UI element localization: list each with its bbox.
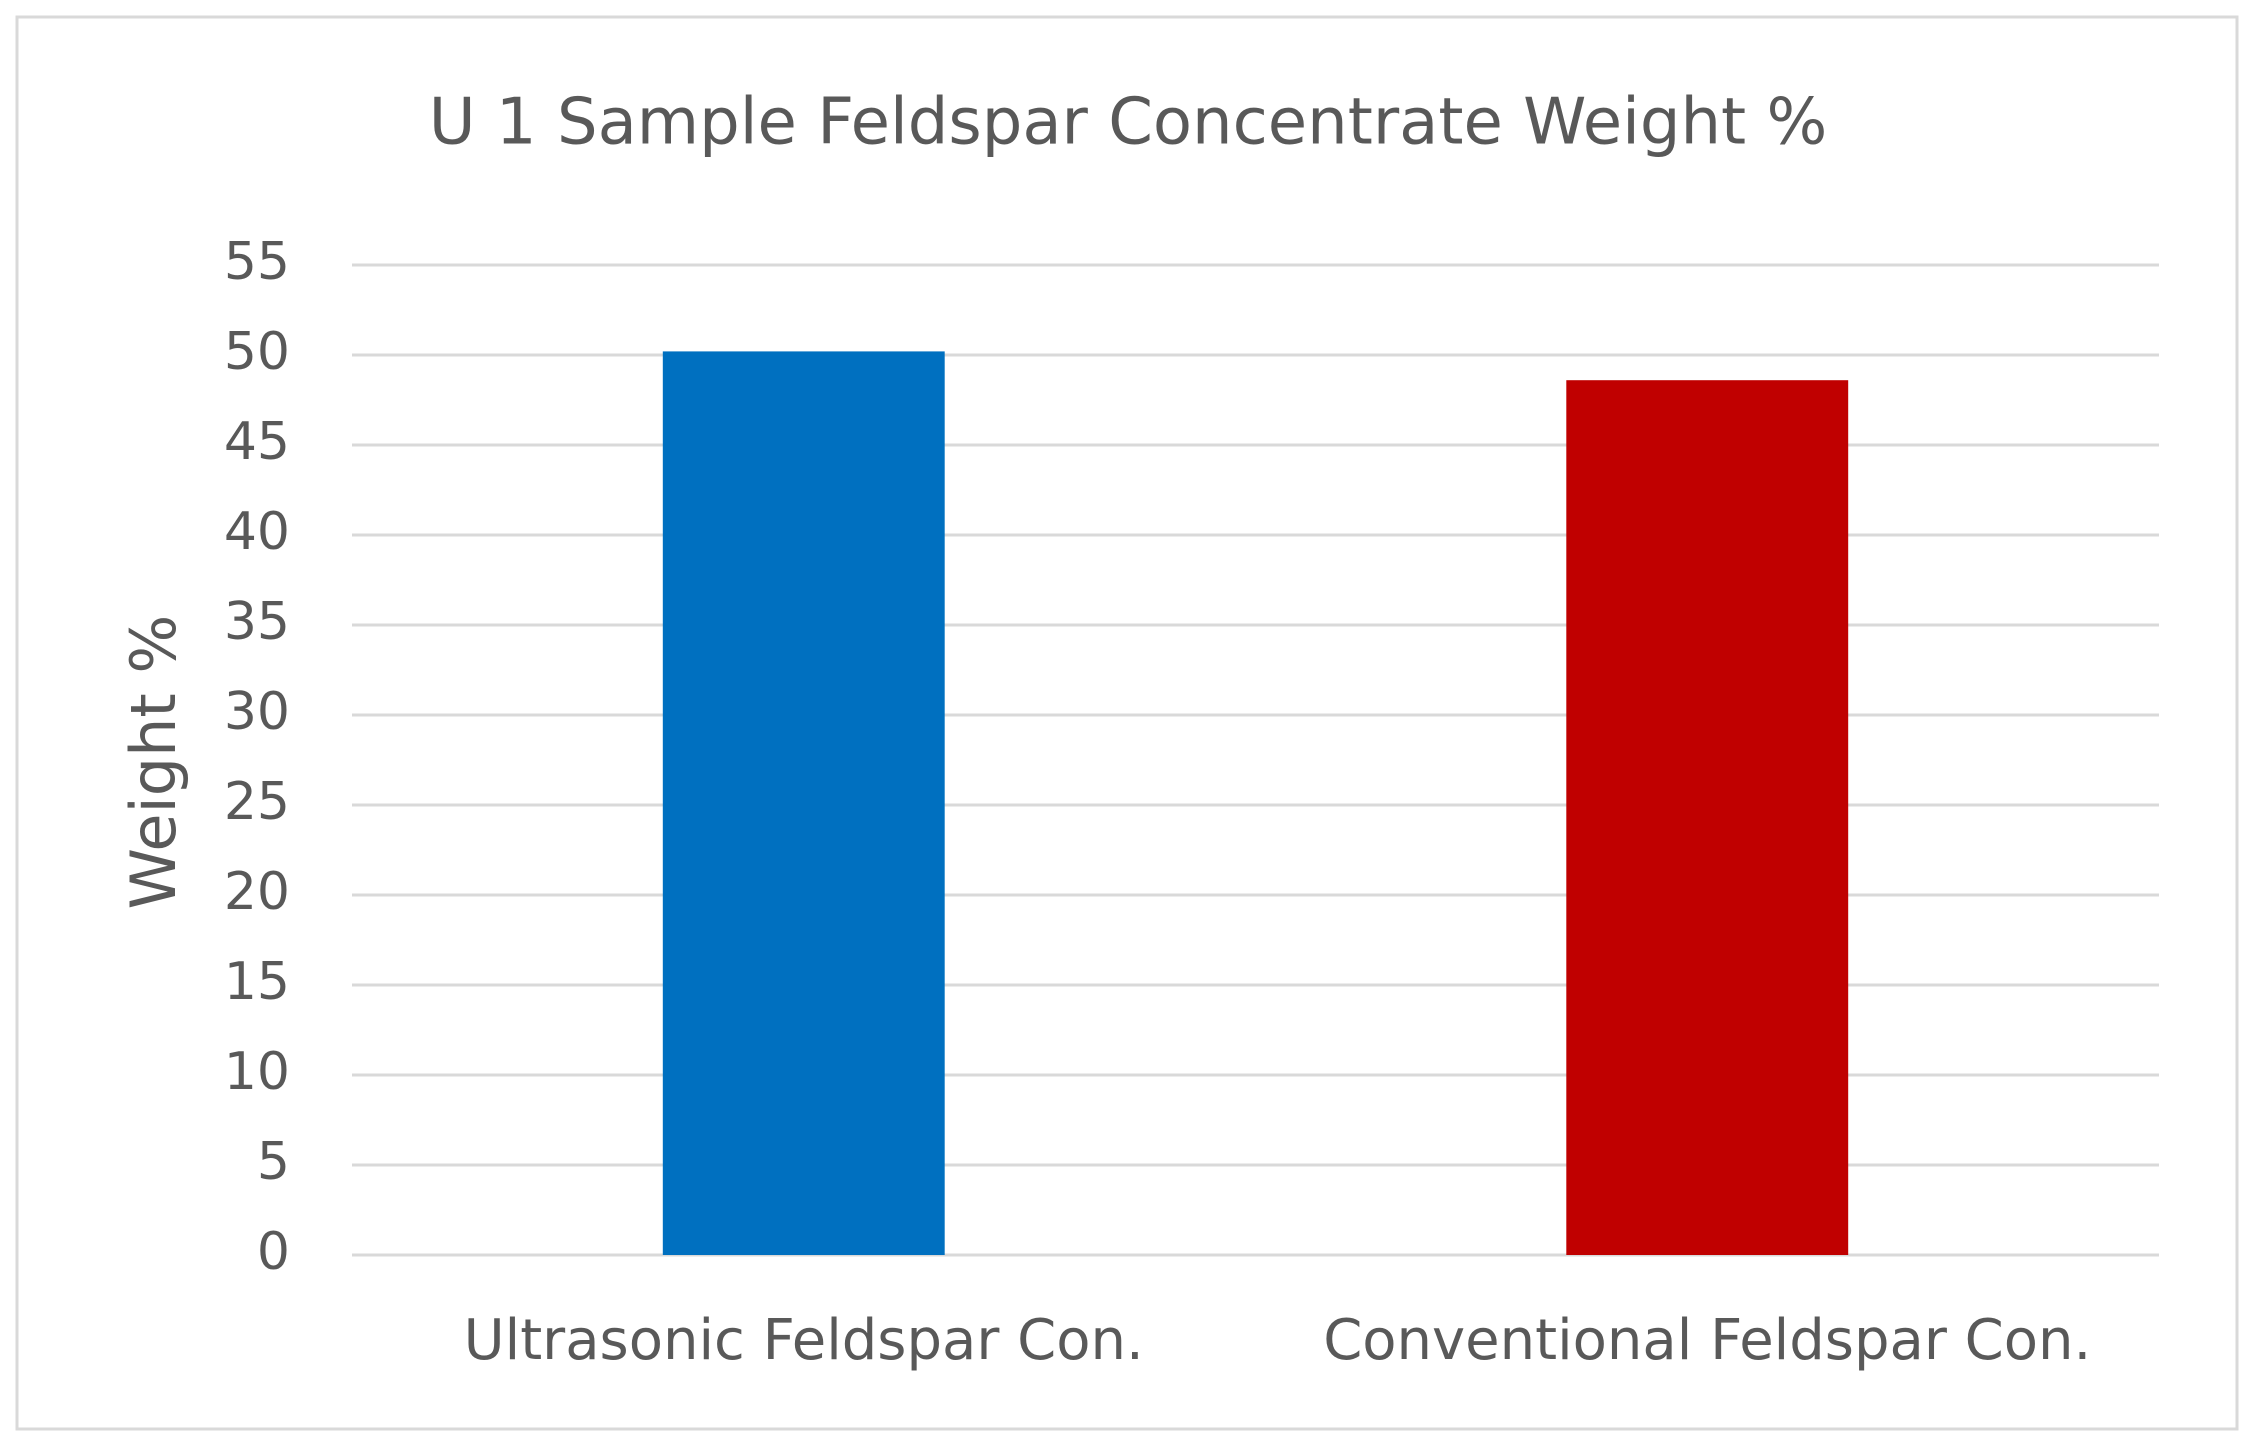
y-tick-label: 15 bbox=[224, 952, 290, 1012]
chart-frame bbox=[15, 15, 2239, 1431]
y-tick-label: 45 bbox=[224, 412, 290, 472]
x-tick-label: Conventional Feldspar Con. bbox=[1323, 1308, 2091, 1373]
y-tick-label: 20 bbox=[224, 862, 290, 922]
bar bbox=[662, 351, 945, 1255]
y-tick-label: 30 bbox=[224, 682, 290, 742]
y-axis-label: Weight % bbox=[117, 615, 190, 910]
x-tick-label: Ultrasonic Feldspar Con. bbox=[464, 1308, 1144, 1373]
y-tick-label: 10 bbox=[224, 1042, 290, 1102]
bar bbox=[1566, 380, 1849, 1255]
y-tick-label: 25 bbox=[224, 772, 290, 832]
y-tick-label: 50 bbox=[224, 322, 290, 382]
y-tick-label: 40 bbox=[224, 502, 290, 562]
y-tick-label: 5 bbox=[257, 1132, 290, 1192]
chart-title: U 1 Sample Feldspar Concentrate Weight % bbox=[429, 86, 1828, 160]
y-tick-label: 55 bbox=[224, 232, 290, 292]
y-tick-label: 0 bbox=[257, 1222, 290, 1282]
y-tick-label: 35 bbox=[224, 592, 290, 652]
